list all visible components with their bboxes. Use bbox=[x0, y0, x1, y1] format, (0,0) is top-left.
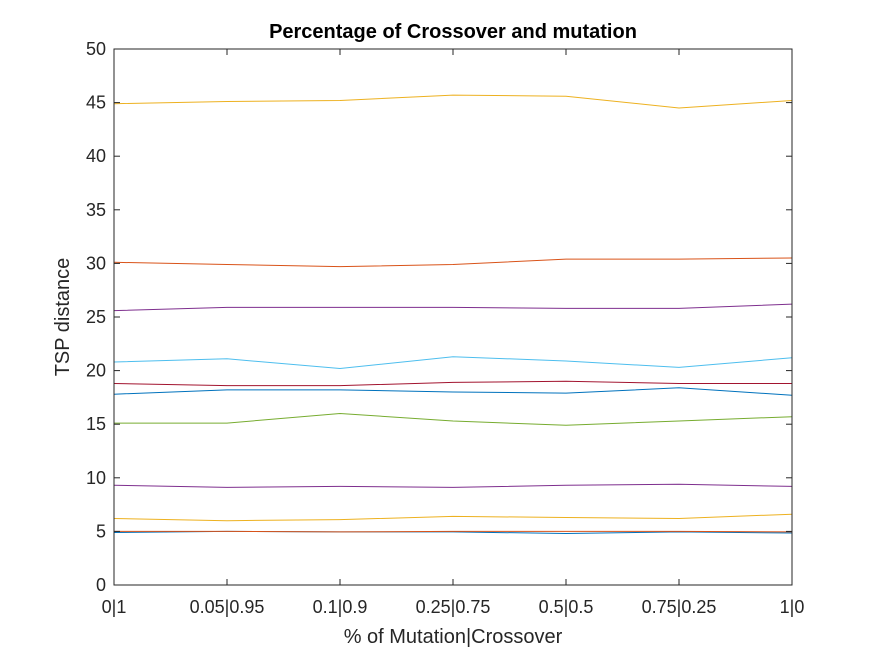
series-line-2 bbox=[114, 530, 793, 533]
x-tick-label: 0.1|0.9 bbox=[313, 597, 368, 617]
x-tick-label: 0.25|0.75 bbox=[416, 597, 491, 617]
y-tick-label: 10 bbox=[86, 468, 106, 488]
x-axis-title: % of Mutation|Crossover bbox=[344, 626, 563, 648]
y-tick-label: 25 bbox=[86, 307, 106, 327]
series-line-9 bbox=[113, 303, 793, 312]
x-tick-label: 1|0 bbox=[780, 597, 805, 617]
series-line-11 bbox=[113, 94, 793, 109]
y-tick-label: 30 bbox=[86, 253, 106, 273]
y-tick-label: 20 bbox=[86, 361, 106, 381]
series-line-10 bbox=[113, 257, 793, 268]
y-axis-title: TSP distance bbox=[52, 258, 74, 377]
x-tick-label: 0.75|0.25 bbox=[642, 597, 717, 617]
y-tick-label: 45 bbox=[86, 93, 106, 113]
x-tick-label: 0.05|0.95 bbox=[190, 597, 265, 617]
series-line-6 bbox=[113, 387, 793, 396]
x-tick-label: 0|1 bbox=[102, 597, 127, 617]
plot-area bbox=[114, 49, 792, 585]
ticks-layer: 0 5 10 15 20 25 30 35 40 45 50 0|1 0.05|0.95 0.1|0.9 0… bbox=[86, 39, 804, 617]
y-tick-label: 5 bbox=[96, 521, 106, 541]
x-tick-label: 0.5|0.5 bbox=[539, 597, 594, 617]
series-line-7 bbox=[113, 380, 792, 387]
series-line-4 bbox=[113, 483, 793, 488]
y-tick-label: 15 bbox=[86, 414, 106, 434]
y-tick-label: 35 bbox=[86, 200, 106, 220]
series-line-5 bbox=[114, 412, 793, 426]
series-line-3 bbox=[113, 513, 793, 522]
y-tick-label: 50 bbox=[86, 39, 106, 59]
series-line-8 bbox=[113, 356, 793, 370]
series-layer bbox=[113, 94, 793, 535]
y-tick-label: 40 bbox=[86, 146, 106, 166]
y-tick-label: 0 bbox=[96, 575, 106, 595]
chart-title: Percentage of Crossover and mutation bbox=[269, 21, 637, 43]
